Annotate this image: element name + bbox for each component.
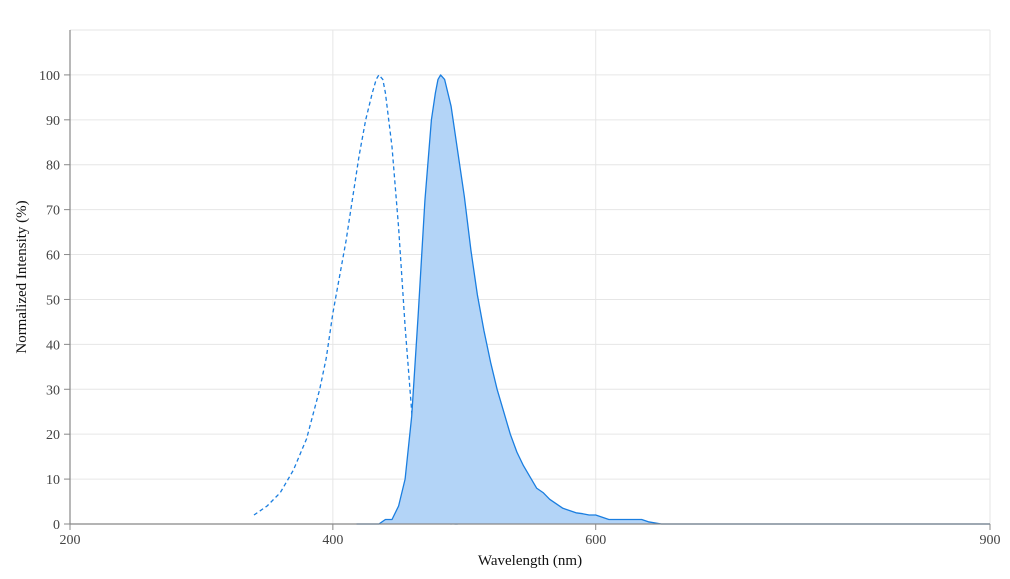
grid-lines — [70, 29, 991, 524]
y-tick-label: 70 — [46, 204, 60, 219]
y-tick-label: 30 — [46, 383, 60, 398]
y-tick-label: 100 — [39, 69, 60, 84]
y-tick-label: 60 — [46, 249, 60, 264]
axes: 0 10 20 30 40 50 60 70 80 90 100 200 400 600 900 — [39, 30, 1001, 548]
x-axis-label: Wavelength (nm) — [478, 553, 582, 569]
x-tick-label: 400 — [322, 533, 343, 548]
x-tick-label: 600 — [585, 533, 606, 548]
emission-series-line — [356, 74, 990, 525]
y-axis-label: Normalized Intensity (%) — [14, 200, 30, 353]
y-tick-label: 80 — [46, 159, 60, 174]
y-tick-label: 20 — [46, 428, 60, 443]
y-tick-label: 40 — [46, 338, 60, 353]
y-tick-label: 10 — [46, 473, 60, 488]
y-tick-label: 0 — [53, 518, 60, 533]
y-tick-label: 50 — [46, 293, 60, 308]
x-tick-label: 200 — [60, 533, 81, 548]
emission-area-fill — [356, 74, 990, 525]
series-layer — [253, 74, 990, 525]
y-tick-label: 90 — [46, 114, 60, 129]
x-tick-label: 900 — [980, 533, 1001, 548]
